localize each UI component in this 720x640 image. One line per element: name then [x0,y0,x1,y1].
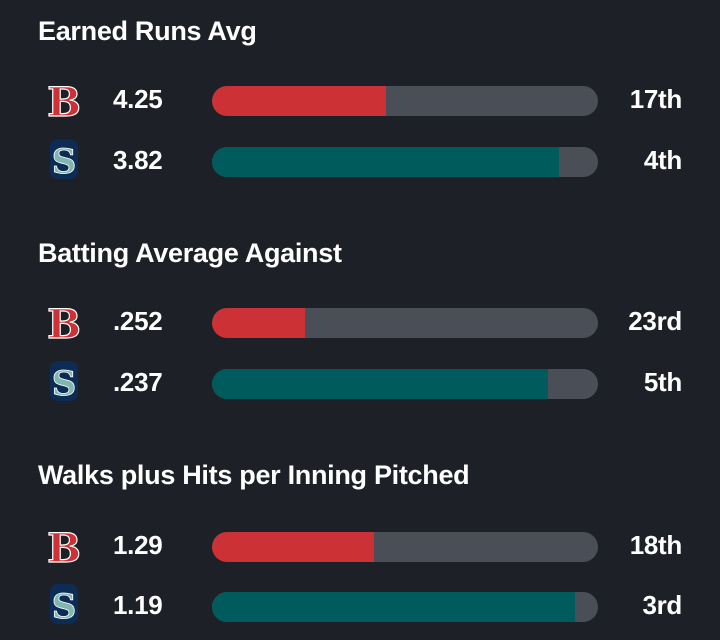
svg-text:B: B [47,525,81,572]
stat-row-mariners: S 3.82 4th [0,137,720,187]
stat-bar-track [212,369,598,399]
stat-bar-track [212,308,598,338]
mariners-logo-icon: S [50,139,78,182]
stat-value: .237 [113,367,163,397]
stat-rank: 23rd [628,306,682,336]
stat-bar-track [212,532,598,562]
stat-rank: 5th [643,367,682,397]
stat-value: .252 [113,306,163,336]
stat-bar-track [212,86,598,116]
stat-bar-track [212,592,598,622]
stat-bar-fill [212,86,386,116]
stat-row-red-sox: B .252 23rd [0,298,720,348]
stat-title: Batting Average Against [38,238,342,268]
stat-title: Walks plus Hits per Inning Pitched [38,460,470,490]
stat-bar-fill [212,147,560,177]
red-sox-logo-icon: B [46,524,81,572]
stat-rank: 17th [629,84,683,114]
stat-row-red-sox: B 1.29 18th [0,522,720,572]
stat-rank: 18th [629,530,683,560]
svg-text:S: S [52,364,77,404]
stat-rank: 3rd [642,590,682,620]
stat-bar-fill [212,308,305,338]
stat-bar-fill [212,369,548,399]
stat-title: Earned Runs Avg [38,16,257,46]
stat-value: 1.29 [113,530,163,560]
red-sox-logo-icon: B [46,78,81,126]
stat-value: 1.19 [113,590,163,620]
stat-bar-track [212,147,598,177]
svg-text:B: B [47,301,81,348]
svg-text:S: S [52,587,77,627]
red-sox-logo-icon: B [46,300,81,348]
stat-row-mariners: S 1.19 3rd [0,582,720,632]
mariners-logo-icon: S [50,584,78,627]
stat-row-mariners: S .237 5th [0,359,720,409]
stat-rank: 4th [643,145,682,175]
svg-text:S: S [52,142,77,182]
stat-bar-fill [212,532,375,562]
stat-value: 4.25 [113,84,163,114]
svg-text:B: B [47,79,81,126]
stat-value: 3.82 [113,145,163,175]
mariners-logo-icon: S [50,361,78,404]
stat-bar-fill [212,592,575,622]
stat-row-red-sox: B 4.25 17th [0,76,720,126]
